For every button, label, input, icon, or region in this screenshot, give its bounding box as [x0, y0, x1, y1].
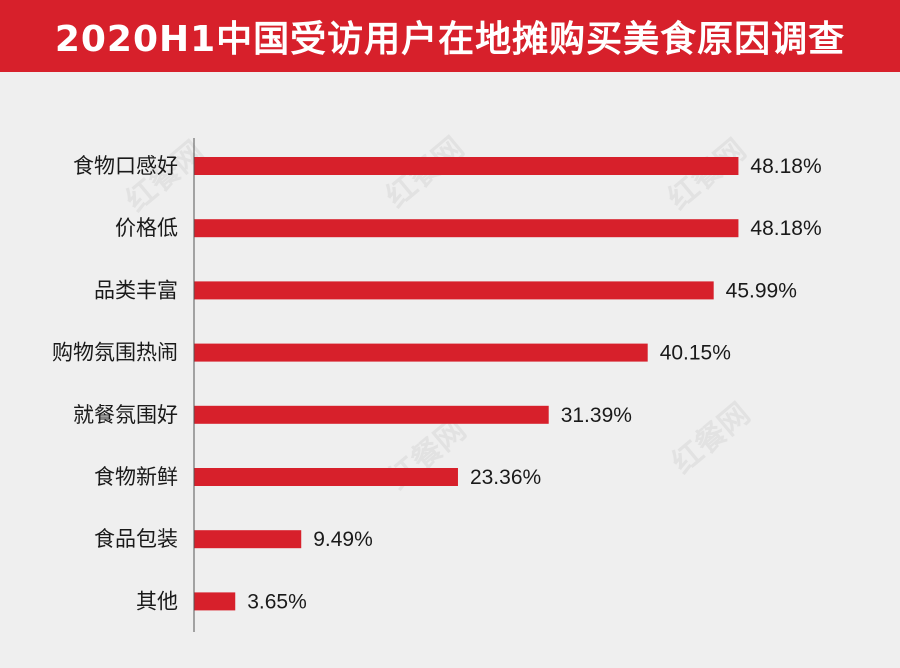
bar-7 — [194, 592, 236, 611]
category-label: 购物氛围热闹 — [52, 341, 178, 365]
value-label: 31.39% — [561, 404, 632, 427]
category-label: 其他 — [136, 589, 178, 613]
value-label: 3.65% — [247, 590, 307, 613]
value-label: 40.15% — [660, 342, 731, 365]
bar-6 — [194, 530, 302, 549]
bar-2 — [194, 281, 714, 300]
value-label: 45.99% — [726, 279, 797, 302]
category-label: 价格低 — [115, 216, 178, 240]
category-label: 品类丰富 — [94, 278, 178, 302]
value-label: 9.49% — [313, 528, 373, 551]
bar-chart: 食物口感好 48.18% 价格低 48.18% 品类丰富 45.99% 购物氛围热闹 40.1… — [52, 138, 822, 632]
category-label: 食品包装 — [94, 527, 178, 551]
bar-1 — [194, 219, 739, 238]
page-title: 2020H1中国受访用户在地摊购买美食原因调查 — [54, 19, 846, 60]
bar-4 — [194, 405, 549, 424]
category-label: 食物口感好 — [73, 154, 178, 178]
chart-marks: 食物口感好 48.18% 价格低 48.18% 品类丰富 45.99% 购物氛围热闹 40.1… — [52, 154, 822, 613]
bar-5 — [194, 468, 458, 486]
category-label: 食物新鲜 — [94, 465, 178, 489]
bar-3 — [194, 343, 648, 362]
category-label: 就餐氛围好 — [73, 403, 178, 427]
title-banner: 2020H1中国受访用户在地摊购买美食原因调查 — [0, 0, 900, 72]
value-label: 48.18% — [750, 217, 821, 240]
bar-0 — [194, 157, 739, 175]
value-label: 48.18% — [750, 155, 821, 178]
value-label: 23.36% — [470, 466, 541, 489]
